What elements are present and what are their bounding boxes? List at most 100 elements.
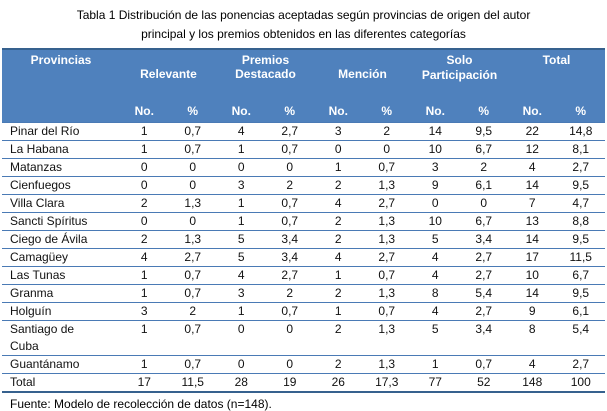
cell-value: 12 [508,140,557,159]
header-no-cell: No. [217,102,266,122]
table-header: Provincias Premios Solo Participación To… [2,49,605,122]
table-row: Matanzas 0 0 0 0 1 0,7 3 2 4 2,7 [2,158,605,177]
cell-value: 1 [314,302,363,321]
province-name: La Habana [2,140,120,159]
header-row-groups: Provincias Premios Solo Participación To… [2,49,605,122]
cell-value: 13 [508,212,557,231]
table-row: Holguín 3 2 1 0,7 1 0,7 4 2,7 9 6,1 [2,302,605,321]
cell-value: 4 [217,266,266,285]
header-row-units: No. % No. % No. % No. % No. % [2,102,605,122]
header-no-cell: No. [508,102,557,122]
table-row: Granma 1 0,7 3 2 2 1,3 8 5,4 14 9,5 [2,284,605,303]
header-pct-cell: % [556,102,605,122]
cell-value: 5 [411,320,460,356]
header-solo-participacion-label: Solo Participación [421,53,498,82]
cell-value: 0,7 [168,122,217,141]
table-row: Sancti Spíritus 0 0 1 0,7 2 1,3 10 6,7 13 8,8 [2,212,605,231]
cell-value: 1,3 [362,320,411,356]
table-row: Santiago de Cuba 1 0,7 0 0 2 1,3 5 3,4 8 5,4 [2,320,605,356]
cell-value: 6,1 [556,302,605,321]
cell-value: 2 [314,284,363,303]
cell-value: 1 [411,355,460,374]
cell-value: 2 [265,284,314,303]
results-table: Provincias Premios Solo Participación To… [2,48,605,393]
cell-value: 2,7 [265,266,314,285]
cell-value: 1,3 [362,284,411,303]
cell-value: 14,8 [556,122,605,141]
cell-value: 0,7 [362,266,411,285]
header-total: Total [508,49,605,102]
cell-value: 0 [314,140,363,159]
cell-value: 148 [522,374,543,389]
cell-value: 2 [314,355,363,374]
cell-value: 8 [411,284,460,303]
cell-value: 1 [217,212,266,231]
province-name: Pinar del Río [2,122,120,141]
cell-value: 8,8 [556,212,605,231]
cell-value: 52 [477,374,491,389]
cell-value: 4 [120,248,169,267]
cell-value: 100 [570,374,591,389]
cell-value: 0,7 [168,355,217,374]
cell-value: 1 [217,140,266,159]
cell-value: 5 [411,230,460,249]
cell-value: 1,3 [362,355,411,374]
cell-value: 0 [120,158,169,177]
province-name: Holguín [2,302,120,321]
cell-value: 9,5 [459,122,508,141]
cell-value: 0,7 [265,302,314,321]
cell-value: 1,3 [362,230,411,249]
header-no-cell: No. [314,102,363,122]
cell-value: 9,5 [556,176,605,195]
cell-value: 0,7 [362,302,411,321]
cell-value: 2 [314,176,363,195]
cell-value: 7 [508,194,557,213]
cell-value: 1 [314,266,363,285]
province-name: Ciego de Ávila [2,230,120,249]
header-pct-cell: % [265,102,314,122]
cell-value: 0,7 [265,194,314,213]
cell-value: 0,7 [168,320,217,356]
cell-value: 2,7 [362,248,411,267]
cell-value: 5 [217,248,266,267]
table-row: Las Tunas 1 0,7 4 2,7 1 0,7 4 2,7 10 6,7 [2,266,605,285]
cell-value: 4 [508,158,557,177]
cell-value: 1 [120,140,169,159]
cell-value: 0 [265,355,314,374]
cell-value: 2,7 [168,248,217,267]
cell-value: 0 [459,194,508,213]
cell-value: 4 [411,266,460,285]
cell-value: 1 [120,284,169,303]
cell-value: 4 [314,248,363,267]
cell-value: 1 [120,266,169,285]
table-row: Villa Clara 2 1,3 1 0,7 4 2,7 0 0 7 4,7 [2,194,605,213]
cell-value: 1,3 [362,212,411,231]
cell-value: 11,5 [181,374,204,389]
cell-value: 6,7 [459,212,508,231]
cell-value: 26 [331,374,345,389]
cell-value: 1 [217,194,266,213]
cell-value: 3 [120,302,169,321]
cell-value: 0 [265,158,314,177]
header-no-cell: No. [411,102,460,122]
cell-value: 0 [217,355,266,374]
cell-value: 28 [234,374,248,389]
source-note: Fuente: Modelo de recolección de datos (… [10,396,272,411]
cell-value: 0,7 [459,355,508,374]
cell-value: 8 [508,320,557,356]
table-row: Guantánamo 1 0,7 0 0 2 1,3 1 0,7 4 2,7 [2,355,605,374]
province-name: Matanzas [2,158,120,177]
cell-value: 4 [411,248,460,267]
table-row: Camagüey 4 2,7 5 3,4 4 2,7 4 2,7 17 11,5 [2,248,605,267]
cell-value: 3 [217,284,266,303]
cell-value: 2,7 [459,248,508,267]
cell-value: 2 [459,158,508,177]
cell-value: 14 [411,122,460,141]
cell-value: 77 [428,374,442,389]
cell-value: 0,7 [265,212,314,231]
cell-value: 14 [508,176,557,195]
header-relevante: Relevante [120,67,217,102]
cell-value: 3,4 [459,230,508,249]
cell-value: 2 [120,230,169,249]
